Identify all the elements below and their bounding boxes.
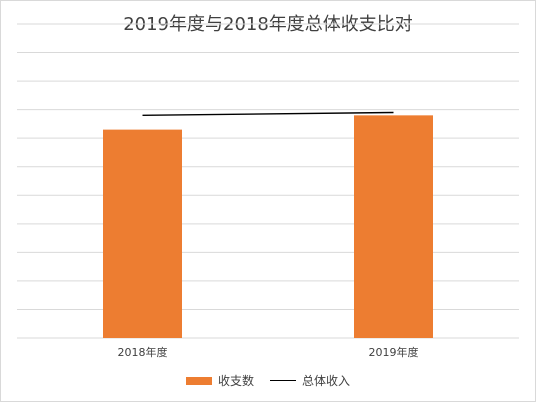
gridlines	[17, 23, 519, 339]
bar-2019年度	[354, 115, 433, 338]
legend: 收支数 总体收入	[0, 372, 536, 389]
line-total-income	[142, 111, 394, 117]
legend-item-bar: 收支数	[185, 372, 254, 389]
x-tick-labels: 2018年度 2019年度	[118, 345, 419, 359]
legend-item-line: 总体收入	[270, 372, 350, 389]
x-tick-label: 2019年度	[369, 345, 419, 359]
bar-2018年度	[103, 129, 182, 338]
x-tick-label: 2018年度	[118, 345, 168, 359]
legend-swatch-bar	[185, 376, 212, 385]
line-series	[142, 111, 394, 117]
legend-label-bar: 收支数	[217, 374, 254, 388]
bar-series	[103, 115, 433, 338]
legend-label-line: 总体收入	[302, 374, 351, 388]
legend-swatch-line	[270, 380, 296, 381]
